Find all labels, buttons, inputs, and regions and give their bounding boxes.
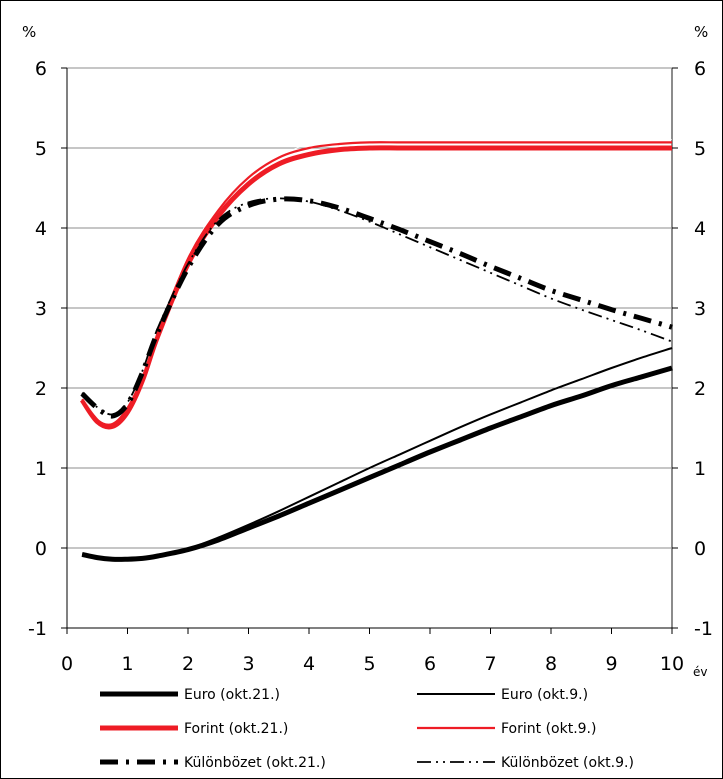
y-tick-label-right: 1 [694,458,706,480]
y-tick-label-left: -1 [28,618,47,640]
x-tick-label: 2 [182,653,194,675]
series-line-5 [81,197,673,416]
legend-label-3: Forint (okt.9.) [501,721,596,737]
x-tick-label: 4 [303,653,315,675]
y-tick-label-right: 5 [694,138,706,160]
y-tick-label-left: 3 [35,298,47,320]
y-tick-label-left: 0 [35,538,47,560]
y-tick-label-left: 4 [35,218,47,240]
legend-label-4: Különbözet (okt.21.) [184,755,326,771]
legend-label-1: Euro (okt.9.) [501,687,588,703]
y-tick-label-right: 6 [694,58,706,80]
legend: Euro (okt.21.) Euro (okt.9.) Forint (okt.2… [100,687,634,771]
y-tick-label-left: 1 [35,458,47,480]
series-line-inner-3 [81,138,672,423]
x-tick-label: 0 [61,653,73,675]
series-line-4 [80,196,673,419]
legend-label-5: Különbözet (okt.9.) [501,755,634,771]
y-tick-label-left: 6 [35,58,47,80]
x-tick-label: 6 [424,653,436,675]
y-tick-label-left: 5 [35,138,47,160]
y-tick-label-right: 0 [694,538,706,560]
series-line-3 [81,141,672,426]
x-tick-label: 9 [605,653,617,675]
y-tick-label-right: 3 [694,298,706,320]
y-tick-label-right: 4 [694,218,706,240]
series-layer [80,138,673,562]
x-tick-label: 3 [242,653,254,675]
series-line-1 [81,347,673,561]
y-unit-right: % [694,23,708,41]
y-tick-label-left: 2 [35,378,47,400]
x-tick-label: 5 [363,653,375,675]
y-tick-label-right: -1 [694,618,713,640]
y-tick-label-right: 2 [694,378,706,400]
tick-labels: -1 -1 0 0 1 1 2 2 3 3 4 4 5 5 6 6 0 1 2 3 4 5 6 7 8 9 10 [28,58,713,675]
x-unit-label: év [693,665,707,679]
y-unit-left: % [22,23,36,41]
x-tick-label: 8 [545,653,557,675]
x-tick-label: 10 [660,653,684,675]
x-tick-label: 1 [121,653,133,675]
legend-label-2: Forint (okt.21.) [184,721,288,737]
legend-label-0: Euro (okt.21.) [184,687,280,703]
x-tick-label: 7 [484,653,496,675]
series-line-2 [80,145,672,430]
